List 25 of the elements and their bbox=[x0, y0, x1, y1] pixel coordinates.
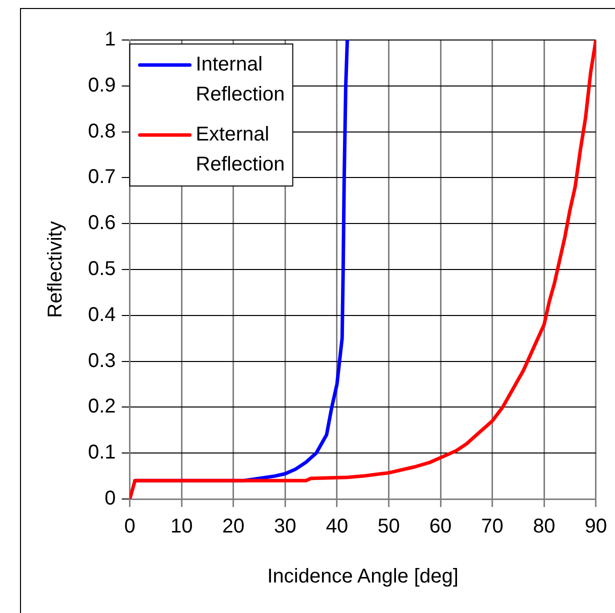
y-tick-label: 1 bbox=[104, 28, 116, 51]
x-tick-label: 70 bbox=[481, 516, 504, 538]
y-tick-label: 0.1 bbox=[88, 442, 116, 464]
legend-label: External Reflection bbox=[196, 124, 285, 176]
x-tick-label: 30 bbox=[274, 516, 296, 538]
x-tick-label: 20 bbox=[222, 516, 244, 538]
y-tick-label: 0.7 bbox=[88, 166, 116, 188]
x-tick-label: 80 bbox=[532, 516, 556, 538]
y-tick-label: 0.3 bbox=[88, 350, 116, 372]
x-tick-label: 10 bbox=[170, 516, 193, 538]
legend-label: Internal Reflection bbox=[196, 54, 285, 106]
y-tick-label: 0.9 bbox=[88, 74, 116, 96]
x-tick-label: 60 bbox=[429, 516, 452, 538]
y-axis-title: Reflectivity bbox=[44, 221, 67, 318]
y-tick-label: 0.5 bbox=[88, 258, 116, 280]
x-axis-title: Incidence Angle [deg] bbox=[267, 566, 458, 588]
y-tick-label: 0 bbox=[104, 488, 116, 510]
x-tick-label: 40 bbox=[326, 516, 348, 538]
y-tick-label: 0.4 bbox=[88, 304, 116, 326]
y-tick-label: 0.2 bbox=[88, 396, 116, 418]
y-tick-label: 0.8 bbox=[88, 120, 116, 142]
y-tick-label: 0.6 bbox=[88, 212, 116, 234]
x-tick-label: 90 bbox=[584, 516, 607, 538]
x-tick-label: 0 bbox=[124, 516, 136, 538]
x-tick-label: 50 bbox=[378, 516, 400, 538]
